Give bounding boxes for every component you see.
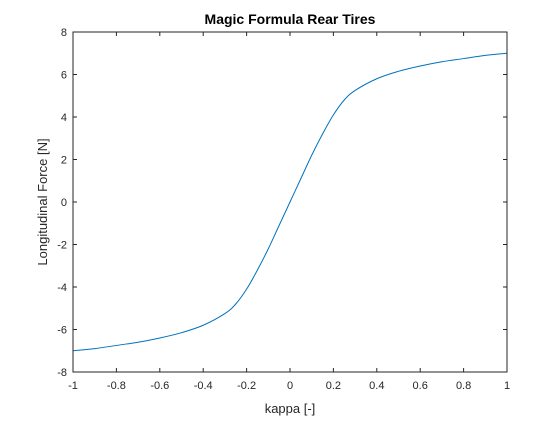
x-tick-label: -0.8: [107, 380, 126, 392]
x-tick-label: 0.8: [456, 380, 471, 392]
x-tick-label: -0.2: [237, 380, 256, 392]
y-tick-label: -8: [57, 367, 67, 379]
x-axis-label: kappa [-]: [265, 401, 316, 416]
x-tick-label: -0.4: [194, 380, 213, 392]
x-tick-label: 0.4: [369, 380, 384, 392]
y-tick-label: 2: [61, 155, 67, 167]
y-tick-label: -4: [57, 282, 67, 294]
y-tick-label: 0: [61, 197, 67, 209]
x-tick-label: -0.6: [150, 380, 169, 392]
chart-title: Magic Formula Rear Tires: [205, 11, 376, 27]
y-tick-label: 6: [61, 70, 67, 82]
x-tick-label: 0.2: [326, 380, 341, 392]
x-tick-label: 1: [504, 380, 510, 392]
y-tick-label: 4: [61, 112, 67, 124]
y-tick-label: -2: [57, 240, 67, 252]
x-tick-label: -1: [68, 380, 78, 392]
x-tick-label: 0.6: [413, 380, 428, 392]
y-tick-label: 8: [61, 27, 67, 39]
y-axis-label: Longitudinal Force [N]: [35, 138, 50, 265]
x-tick-label: 0: [287, 380, 293, 392]
y-tick-label: -6: [57, 325, 67, 337]
